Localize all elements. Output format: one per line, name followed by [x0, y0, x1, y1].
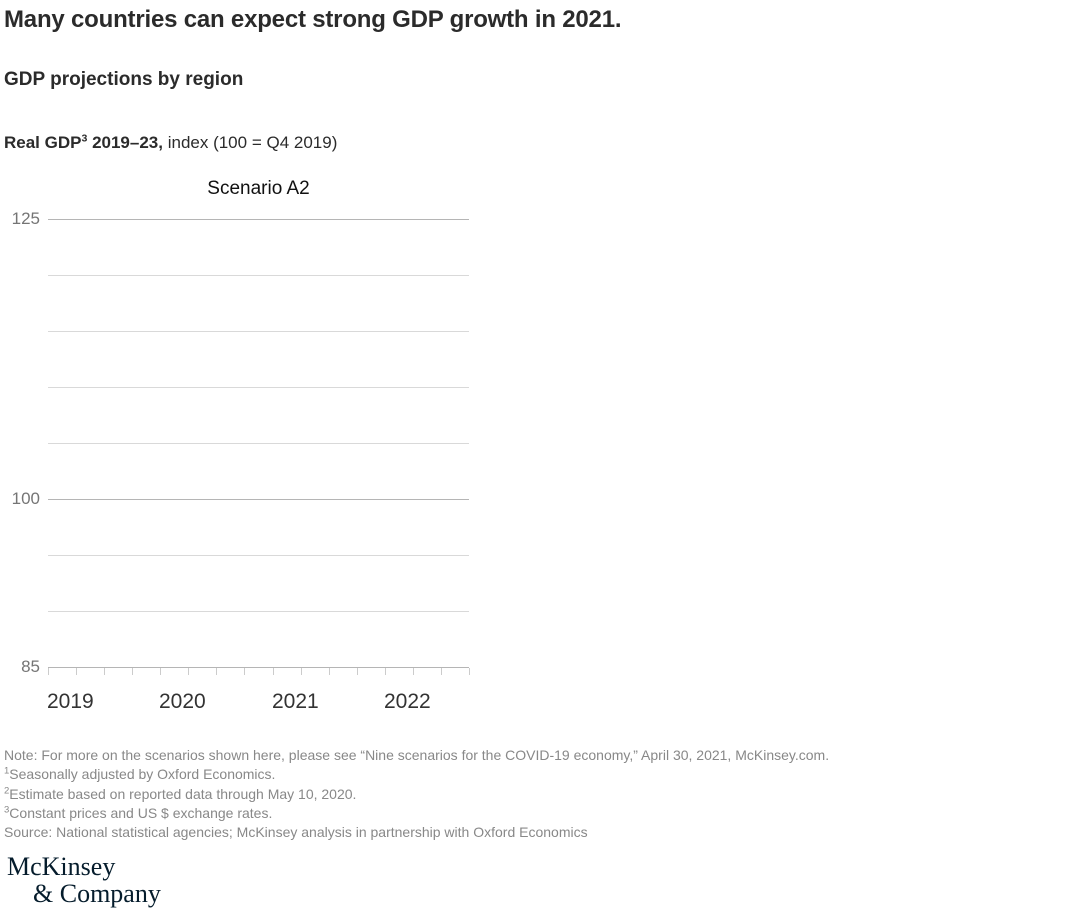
x-axis-quarter-tick	[273, 668, 274, 675]
x-axis-quarter-tick	[104, 668, 105, 675]
measure-unit: index (100 = Q4 2019)	[162, 133, 338, 152]
footnote-1: 1Seasonally adjusted by Oxford Economics…	[4, 765, 276, 783]
x-axis-quarter-tick	[76, 668, 77, 675]
y-axis-tick-label: 125	[11, 209, 40, 228]
mckinsey-logo: McKinsey & Company	[7, 853, 161, 907]
gridline-minor	[48, 275, 469, 276]
y-axis-tick-label: 100	[11, 489, 40, 508]
x-axis-year-label: 2021	[272, 690, 319, 713]
x-axis-quarter-tick	[188, 668, 189, 675]
measure-bold-prefix: Real GDP	[4, 133, 82, 152]
note-line: Note: For more on the scenarios shown he…	[4, 747, 830, 763]
gridline-major	[48, 499, 469, 500]
x-axis-quarter-tick	[385, 668, 386, 675]
scenario-panel-title: Scenario A2	[207, 178, 310, 199]
x-axis-quarter-tick	[160, 668, 161, 675]
logo-line-2: & Company	[33, 879, 161, 908]
y-axis-tick-label: 85	[21, 657, 40, 676]
x-axis-quarter-tick	[48, 668, 49, 675]
measure-bold-suffix: 2019–23,	[87, 133, 163, 152]
x-axis-quarter-tick	[413, 668, 414, 675]
x-axis-quarter-tick	[301, 668, 302, 675]
x-axis-year-label: 2019	[47, 690, 94, 713]
x-axis-quarter-tick	[441, 668, 442, 675]
footnote-2: 2Estimate based on reported data through…	[4, 784, 357, 802]
page-title: Many countries can expect strong GDP gro…	[4, 6, 622, 33]
gridline-major	[48, 219, 469, 220]
source-line: Source: National statistical agencies; M…	[4, 824, 588, 841]
x-axis-quarter-tick	[357, 668, 358, 675]
x-axis-year-label: 2022	[384, 690, 431, 713]
gridline-minor	[48, 387, 469, 388]
x-axis-quarter-tick	[244, 668, 245, 675]
gridline-major	[48, 667, 469, 668]
x-axis-quarter-tick	[329, 668, 330, 675]
gridline-minor	[48, 611, 469, 612]
x-axis-quarter-tick	[132, 668, 133, 675]
gridline-minor	[48, 331, 469, 332]
x-axis-year-label: 2020	[159, 690, 206, 713]
gridline-minor	[48, 443, 469, 444]
x-axis-quarter-tick	[469, 668, 470, 675]
chart-title: GDP projections by region	[4, 69, 244, 90]
logo-line-1: McKinsey	[7, 852, 116, 881]
x-axis-quarter-tick	[216, 668, 217, 675]
measure-superscript: 3	[81, 132, 88, 145]
gridline-minor	[48, 555, 469, 556]
footnotes-block: Note: For more on the scenarios shown he…	[4, 746, 829, 842]
measure-label: Real GDP3 2019–23, index (100 = Q4 2019)	[4, 133, 337, 153]
footnote-3: 3Constant prices and US $ exchange rates…	[4, 804, 273, 821]
